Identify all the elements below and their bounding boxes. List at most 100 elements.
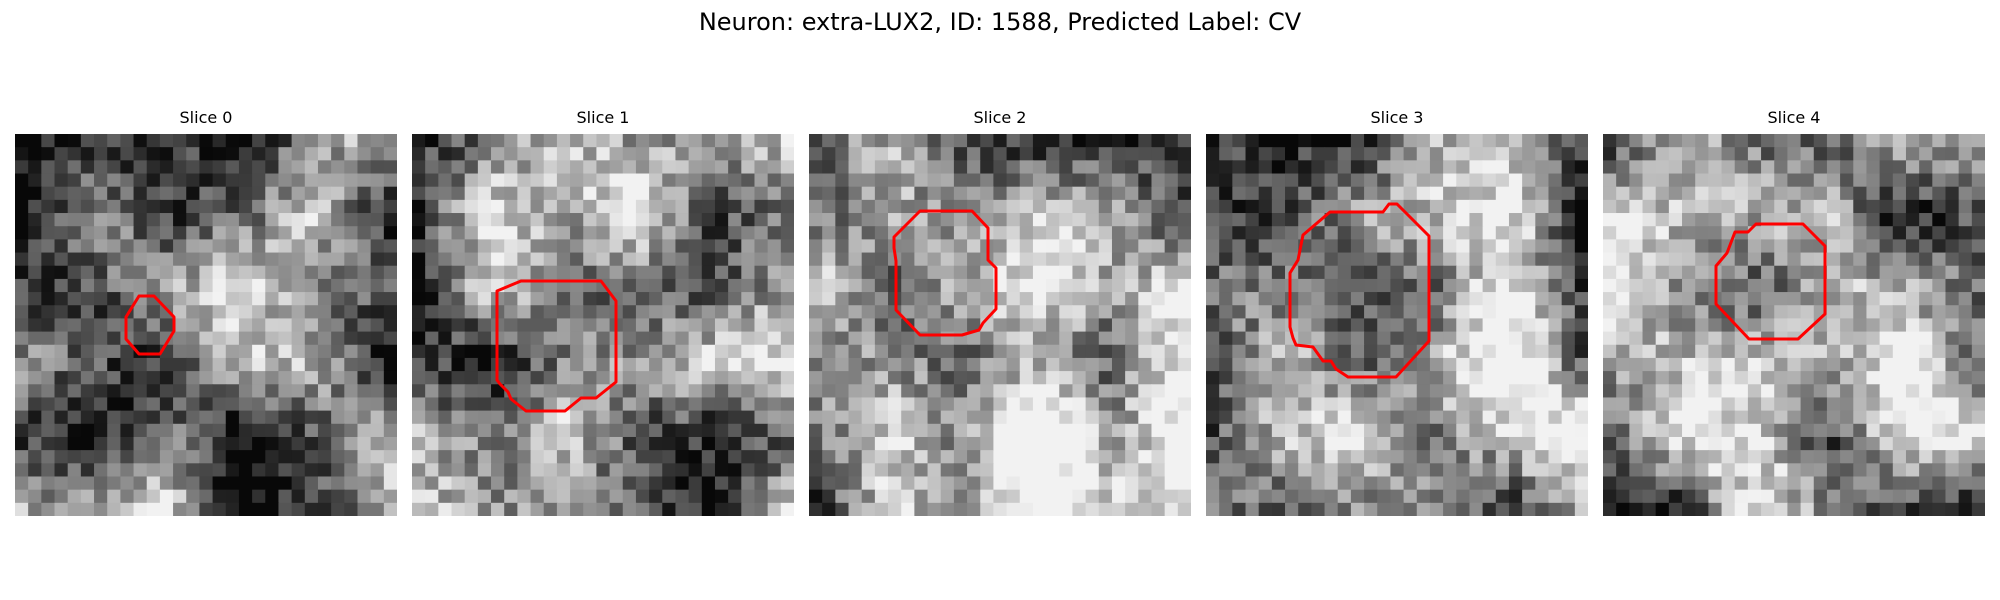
pixel (556, 344, 571, 359)
pixel (1232, 239, 1247, 254)
pixel (1642, 160, 1657, 175)
pixel (927, 173, 942, 188)
pixel (212, 489, 227, 504)
pixel (688, 147, 703, 161)
pixel (1390, 199, 1405, 214)
pixel (1271, 436, 1286, 451)
pixel (822, 436, 836, 451)
pixel (1561, 463, 1576, 478)
pixel (186, 331, 201, 346)
pixel (1761, 186, 1775, 201)
pixel (1429, 213, 1444, 227)
pixel (1098, 226, 1113, 240)
pixel (953, 410, 968, 425)
pixel (967, 450, 981, 464)
pixel (1522, 489, 1536, 504)
pixel (1006, 252, 1021, 267)
pixel (714, 476, 729, 491)
pixel (1708, 436, 1723, 451)
pixel (425, 134, 439, 148)
pixel (1138, 186, 1153, 201)
pixel (504, 252, 518, 267)
pixel (1350, 450, 1365, 464)
pixel (570, 305, 584, 320)
pixel (688, 199, 703, 214)
pixel (570, 147, 584, 161)
pixel (477, 502, 492, 516)
pixel (464, 331, 479, 346)
pixel (1324, 160, 1339, 175)
pixel (1046, 384, 1060, 399)
pixel (848, 252, 863, 267)
pixel (967, 384, 981, 399)
pixel (317, 410, 332, 425)
pixel (1495, 318, 1510, 333)
pixel (225, 384, 240, 399)
pixel (767, 344, 782, 359)
pixel (570, 318, 584, 333)
pixel (1761, 463, 1775, 478)
pixel (1932, 186, 1947, 201)
pixel (1616, 423, 1630, 438)
pixel (1298, 186, 1312, 201)
pixel (1443, 226, 1457, 240)
pixel (504, 265, 518, 280)
pixel (491, 186, 505, 201)
pixel (1919, 436, 1933, 451)
pixel (543, 318, 558, 333)
pixel (1800, 186, 1815, 201)
pixel (1098, 213, 1113, 227)
pixel (412, 371, 426, 385)
pixel (622, 173, 637, 188)
pixel (1879, 371, 1894, 385)
pixel (1258, 371, 1273, 385)
pixel (741, 450, 756, 464)
pixel (1668, 502, 1683, 516)
pixel (1337, 199, 1352, 214)
pixel (186, 476, 201, 491)
pixel (1853, 423, 1868, 438)
pixel (1495, 423, 1510, 438)
pixel (1429, 450, 1444, 464)
pixel (1482, 265, 1497, 280)
pixel (504, 318, 518, 333)
pixel (874, 331, 889, 346)
pixel (225, 410, 240, 425)
pixel (173, 226, 187, 240)
pixel (1429, 436, 1444, 451)
pixel (940, 410, 955, 425)
pixel (1761, 226, 1775, 240)
pixel (1866, 502, 1881, 516)
pixel (41, 357, 56, 372)
pixel (688, 489, 703, 504)
pixel (1111, 252, 1126, 267)
panel-title: Slice 3 (1370, 108, 1424, 127)
pixel (780, 489, 794, 504)
pixel (1206, 423, 1220, 438)
pixel (357, 318, 372, 333)
pixel (1800, 305, 1815, 320)
pixel (1206, 450, 1220, 464)
pixel (265, 305, 280, 320)
pixel (1377, 410, 1392, 425)
pixel (252, 410, 266, 425)
pixel (1919, 344, 1933, 359)
pixel (1629, 147, 1644, 161)
pixel (1695, 436, 1709, 451)
pixel (596, 305, 611, 320)
pixel (714, 147, 729, 161)
pixel (1695, 265, 1709, 280)
pixel (1469, 489, 1484, 504)
pixel (543, 436, 558, 451)
pixel (491, 450, 505, 464)
pixel (1629, 134, 1644, 148)
pixel (94, 292, 108, 306)
pixel (1085, 160, 1100, 175)
pixel (1390, 186, 1405, 201)
pixel (173, 318, 187, 333)
pixel (1006, 331, 1021, 346)
pixel (1298, 357, 1312, 372)
pixel (41, 436, 56, 451)
pixel (1787, 450, 1802, 464)
pixel (1695, 292, 1709, 306)
